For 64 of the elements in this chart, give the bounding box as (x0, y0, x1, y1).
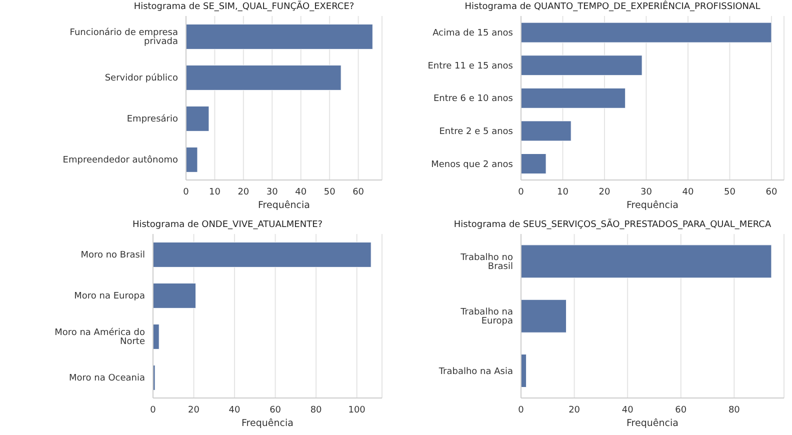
x-tick-label: 20 (568, 405, 580, 416)
x-tick-label: 40 (682, 187, 694, 198)
y-tick-label: Empresário (126, 114, 178, 125)
y-tick-label: Trabalho na Europa (460, 308, 513, 327)
y-tick-label: Acima de 15 anos (432, 28, 514, 39)
x-tick-label: 50 (724, 187, 736, 198)
y-tick-label: Empreendedor autônomo (62, 154, 178, 166)
y-tick-label: Menos que 2 anos (431, 160, 514, 170)
x-tick-label: 50 (324, 187, 336, 198)
y-tick-label: Funcionário de empresa privada (70, 27, 178, 48)
x-tick-label: 30 (640, 187, 652, 198)
chart-title: Histograma de SE_SIM,_QUAL_FUNÇÃO_EXERCE? (132, 2, 356, 12)
bar (521, 354, 527, 388)
bar (521, 55, 642, 76)
bar (186, 106, 210, 132)
x-tick-label: 0 (183, 187, 190, 198)
x-tick-label: 40 (228, 405, 241, 416)
chart-title: Histograma de QUANTO_TEMPO_DE_EXPERIÊNCIA_PROFISSIONAL (464, 2, 762, 12)
x-tick-label: 40 (295, 187, 307, 198)
y-tick-label: Moro na Europa (74, 292, 145, 302)
bar (521, 22, 772, 43)
bar (521, 299, 567, 333)
bar (153, 324, 160, 350)
x-tick-label: 100 (348, 405, 366, 416)
chart-title: Histograma de SEUS_SERVIÇOS_SÃO_PRESTADOS_PARA_QUAL_MERCA (452, 220, 772, 230)
bar (186, 64, 342, 90)
x-tick-label: 20 (238, 187, 250, 198)
x-tick-label: 10 (208, 187, 221, 198)
x-tick-label: 20 (188, 405, 200, 416)
x-axis-title: Frequência (626, 418, 678, 429)
x-tick-label: 20 (598, 187, 610, 198)
y-tick-label: Trabalho no Brasil (460, 253, 514, 272)
x-axis-title: Frequência (626, 200, 678, 211)
x-tick-label: 0 (518, 187, 524, 198)
x-tick-label: 40 (622, 405, 634, 416)
y-tick-label: Trabalho na Asia (438, 366, 513, 377)
bar (521, 154, 546, 174)
bar (521, 88, 626, 108)
y-tick-label: Moro no Brasil (80, 250, 145, 261)
x-tick-label: 80 (310, 405, 322, 416)
x-axis-title: Frequência (258, 200, 310, 211)
x-tick-label: 60 (270, 405, 282, 416)
y-tick-label: Moro na América do Norte (54, 327, 146, 348)
x-tick-label: 60 (766, 187, 778, 198)
chart-title: Histograma de ONDE_VIVE_ATUALMENTE? (131, 220, 324, 230)
bar (153, 282, 196, 308)
x-tick-label: 80 (728, 405, 740, 416)
x-tick-label: 60 (352, 187, 364, 198)
bar (186, 146, 198, 172)
bar (521, 120, 572, 142)
y-tick-label: Entre 2 e 5 anos (439, 126, 514, 137)
y-tick-label: Entre 6 e 10 anos (433, 94, 514, 104)
x-tick-label: 10 (557, 187, 569, 198)
x-tick-label: 0 (150, 405, 156, 416)
bar (186, 24, 373, 50)
x-tick-label: 60 (675, 405, 687, 416)
y-tick-label: Entre 11 e 15 anos (428, 61, 514, 72)
x-tick-label: 0 (518, 405, 524, 416)
x-axis-title: Frequência (242, 418, 294, 429)
x-tick-label: 30 (266, 187, 278, 198)
bar (521, 244, 772, 278)
bar (153, 242, 372, 268)
y-tick-label: Moro na Oceania (68, 374, 145, 384)
y-tick-label: Servidor público (104, 72, 178, 84)
